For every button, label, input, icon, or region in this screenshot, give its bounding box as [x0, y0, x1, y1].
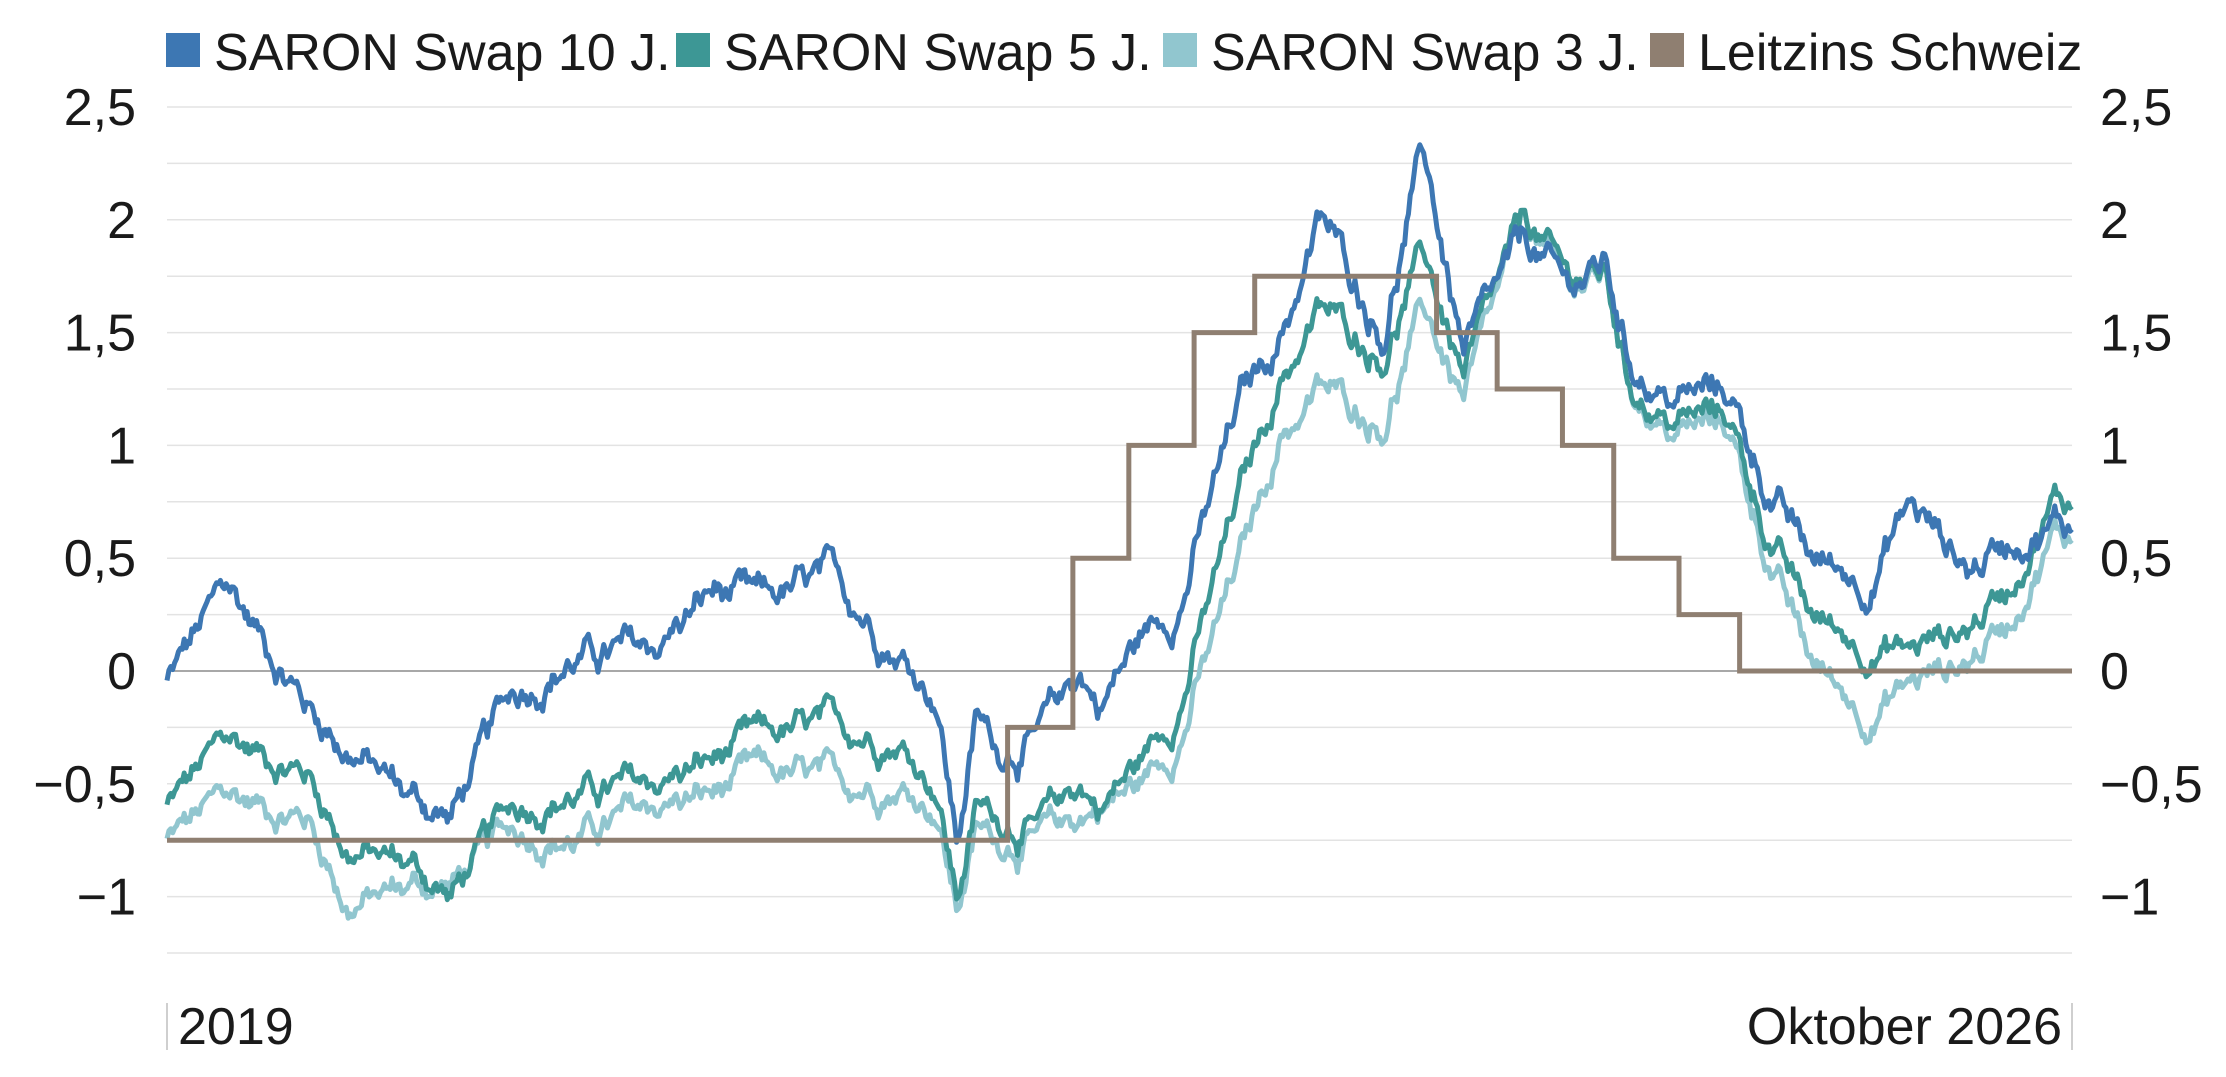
x-tick-start: 2019 [178, 998, 294, 1056]
y-tick-label-right: −1 [2100, 869, 2159, 927]
x-axis: 2019 Oktober 2026 [166, 998, 2073, 1056]
y-axis-right: 2,5 2 1,5 1 0,5 0 −0,5 −1 [2100, 79, 2203, 927]
y-axis-left: 2,5 2 1,5 1 0,5 0 −0,5 −1 [33, 79, 136, 927]
legend-swatch-swap-3 [1163, 33, 1197, 67]
y-tick-label-right: −0,5 [2100, 756, 2203, 814]
legend-label-swap-3: SARON Swap 3 J. [1211, 24, 1639, 82]
y-tick-label-right: 2 [2100, 192, 2129, 250]
legend-swatch-swap-10 [166, 33, 200, 67]
y-tick-label-left: 0 [107, 643, 136, 701]
y-tick-label-right: 1 [2100, 417, 2129, 475]
y-tick-label-right: 1,5 [2100, 305, 2172, 363]
leitzins-line [167, 273, 2072, 843]
y-tick-label-right: 0 [2100, 643, 2129, 701]
y-tick-label-right: 2,5 [2100, 79, 2172, 137]
y-tick-label-left: 2,5 [64, 79, 136, 137]
y-tick-label-left: 2 [107, 192, 136, 250]
legend-swatch-swap-5 [676, 33, 710, 67]
swap-5-line [164, 207, 2074, 903]
y-tick-label-right: 0,5 [2100, 530, 2172, 588]
legend-label-swap-5: SARON Swap 5 J. [724, 24, 1152, 82]
y-tick-label-left: 0,5 [64, 530, 136, 588]
legend-label-swap-10: SARON Swap 10 J. [214, 24, 671, 82]
y-tick-label-left: −1 [77, 869, 136, 927]
y-tick-label-left: 1 [107, 417, 136, 475]
y-tick-label-left: −0,5 [33, 756, 136, 814]
gridlines [167, 106, 2072, 954]
y-tick-label-left: 1,5 [64, 305, 136, 363]
legend: SARON Swap 10 J. SARON Swap 5 J. SARON S… [166, 24, 2082, 82]
series-lines [164, 142, 2074, 921]
legend-swatch-leitzins [1650, 33, 1684, 67]
legend-label-leitzins: Leitzins Schweiz [1698, 24, 2082, 82]
x-tick-end: Oktober 2026 [1747, 998, 2062, 1056]
swap-10-line [164, 142, 2074, 845]
